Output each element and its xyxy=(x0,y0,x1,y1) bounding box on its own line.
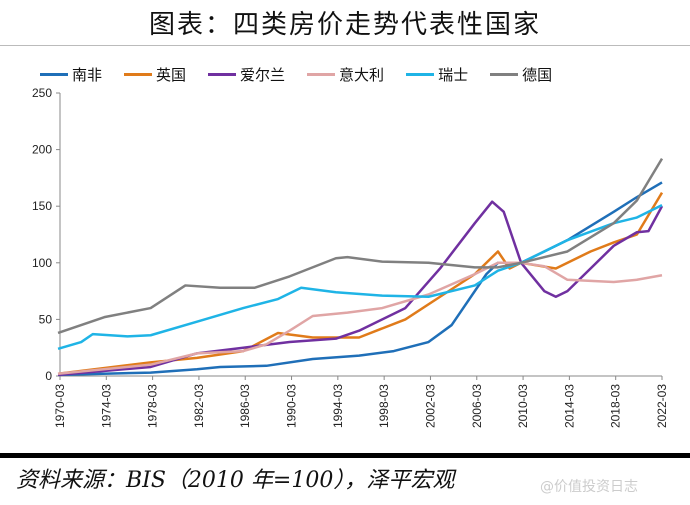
legend-swatch xyxy=(406,73,435,76)
y-tick-label: 50 xyxy=(39,312,53,326)
x-tick-label: 1990-03 xyxy=(285,384,299,428)
source-note: 资料来源：BIS（2010 年=100），泽平宏观 xyxy=(16,468,455,493)
legend-item: 意大利 xyxy=(307,64,384,85)
x-tick-label: 1998-03 xyxy=(377,384,391,428)
legend-swatch xyxy=(307,73,336,76)
y-tick-label: 150 xyxy=(32,199,52,213)
chart-title: 图表：四类房价走势代表性国家 xyxy=(148,10,541,40)
plot-area: 0 50 100 150 200 250 1970-03 1974-03 1978-03 1982… xyxy=(32,86,669,428)
y-tick-label: 100 xyxy=(32,256,52,270)
source-divider xyxy=(0,453,690,458)
x-tick-label: 2002-03 xyxy=(423,384,437,428)
legend-label: 德国 xyxy=(522,66,553,84)
legend-item: 南非 xyxy=(40,64,102,85)
legend-label: 瑞士 xyxy=(438,66,469,84)
x-tick-label: 2022-03 xyxy=(655,384,669,428)
x-tick-label: 2010-03 xyxy=(516,384,530,428)
legend-swatch xyxy=(208,73,237,76)
x-tick-label: 2014-03 xyxy=(562,384,576,428)
watermark: @价值投资日志 xyxy=(540,479,638,495)
legend-item: 德国 xyxy=(490,64,552,85)
legend-item: 瑞士 xyxy=(406,64,468,85)
series-line-5 xyxy=(57,158,664,335)
legend-swatch xyxy=(490,73,519,76)
x-tick-label: 1978-03 xyxy=(146,384,160,428)
legend-item: 爱尔兰 xyxy=(208,64,285,85)
legend-label: 爱尔兰 xyxy=(240,66,286,84)
series-line-0 xyxy=(58,181,663,377)
legend-item: 英国 xyxy=(124,64,186,85)
x-tick-label: 2018-03 xyxy=(609,384,623,428)
x-tick-label: 1974-03 xyxy=(99,384,113,428)
series-line-2 xyxy=(57,200,664,377)
legend-label: 意大利 xyxy=(339,66,385,84)
series-line-1 xyxy=(57,191,664,375)
x-tick-label: 1970-03 xyxy=(53,384,67,428)
series-line-4 xyxy=(57,203,663,351)
x-tick-label: 1982-03 xyxy=(192,384,206,428)
series-line-3 xyxy=(57,261,663,375)
legend: 南非 英国 爱尔兰 意大利 瑞士 德国 xyxy=(40,64,552,85)
legend-label: 英国 xyxy=(156,66,187,84)
legend-label: 南非 xyxy=(72,66,103,84)
x-tick-label: 2006-03 xyxy=(470,384,484,428)
legend-swatch xyxy=(40,73,68,76)
x-tick-label: 1994-03 xyxy=(331,384,345,428)
y-tick-label: 250 xyxy=(32,86,52,100)
title-divider xyxy=(0,45,690,46)
y-tick-label: 200 xyxy=(32,143,52,157)
y-tick-label: 0 xyxy=(45,369,52,383)
x-tick-label: 1986-03 xyxy=(238,384,252,428)
legend-swatch xyxy=(124,73,153,76)
